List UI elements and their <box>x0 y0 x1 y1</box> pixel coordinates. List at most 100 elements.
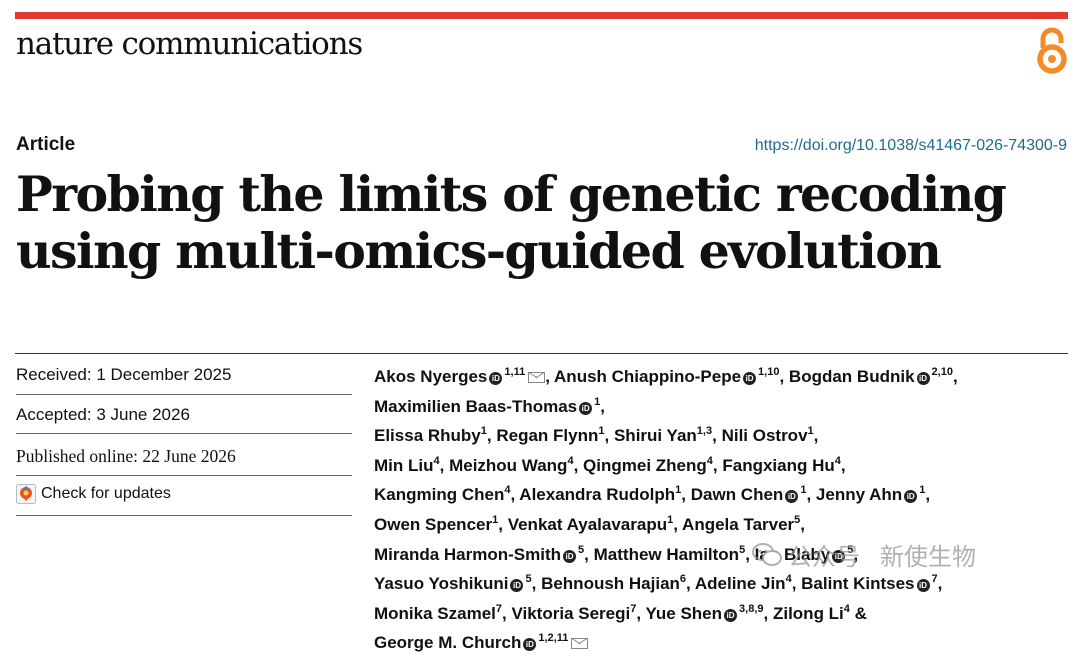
author-item[interactable]: Angela Tarver5 <box>682 513 801 534</box>
author-name: Maximilien Baas-Thomas <box>374 396 578 416</box>
author-item[interactable]: Meizhou Wang4 <box>449 455 573 475</box>
author-item[interactable]: Jenny Ahn iD1 <box>815 484 925 505</box>
author-item[interactable]: Yue Shen iD3,8,9 <box>645 603 764 623</box>
author-item[interactable]: Alexandra Rudolph1 <box>519 484 682 504</box>
divider <box>16 433 352 434</box>
orcid-icon[interactable]: iD <box>743 372 757 385</box>
doi-link[interactable]: https://doi.org/10.1038/s41467-026-74300… <box>754 137 1067 154</box>
affiliation-number: 4 <box>504 484 511 497</box>
affiliation-number: 1 <box>594 395 601 408</box>
author-name: Yasuo Yoshikuni <box>374 574 509 594</box>
author-name: Balint Kintses <box>801 574 915 594</box>
author-list: Akos Nyerges iD1,11, Anush Chiappino-Pepe… <box>374 366 958 653</box>
author-conjunction: & <box>849 603 867 623</box>
author-item[interactable]: Adeline Jin4 <box>695 573 792 593</box>
author-item[interactable]: Monika Szamel7 <box>374 603 502 623</box>
affiliation-number: 5 <box>847 543 854 556</box>
affiliation-number: 4 <box>785 573 792 586</box>
check-for-updates-button[interactable]: Check for updates <box>16 484 171 504</box>
author-item[interactable]: Nili Ostrov1 <box>721 425 814 446</box>
divider <box>16 394 352 395</box>
affiliation-number: 1 <box>598 425 605 438</box>
author-item[interactable]: Yasuo Yoshikuni iD5 <box>374 573 532 594</box>
orcid-icon[interactable]: iD <box>523 638 537 652</box>
author-item[interactable]: Kangming Chen4 <box>374 484 511 505</box>
orcid-icon[interactable]: iD <box>579 401 593 415</box>
author-name: Elissa Rhuby <box>374 426 481 446</box>
divider <box>16 515 352 516</box>
author-name: Regan Flynn <box>496 426 599 446</box>
affiliation-number: 4 <box>433 454 440 467</box>
author-item[interactable]: Bogdan Budnik iD2,10 <box>788 366 953 386</box>
author-name: Monika Szamel <box>374 603 496 623</box>
author-item[interactable]: Balint Kintses iD7 <box>801 573 937 594</box>
author-item[interactable]: Viktoria Seregi7 <box>511 603 636 623</box>
author-name: Nili Ostrov <box>721 426 808 446</box>
author-name: Jenny Ahn <box>815 485 903 505</box>
author-item[interactable]: Dawn Chen iD1 <box>690 484 807 505</box>
affiliation-number: 4 <box>834 454 841 467</box>
affiliation-number: 1 <box>675 484 682 497</box>
check-updates-label: Check for updates <box>41 485 171 502</box>
author-item[interactable]: Zilong Li4 & <box>772 603 867 623</box>
affiliation-number: 5 <box>578 543 585 556</box>
author-name: Meizhou Wang <box>449 455 568 475</box>
author-name: Anush Chiappino-Pepe <box>554 367 742 386</box>
orcid-icon[interactable]: iD <box>510 579 524 593</box>
affiliation-number: 6 <box>679 573 687 586</box>
author-item[interactable]: Fangxiang Hu4 <box>722 454 841 475</box>
received-date: Received: 1 December 2025 <box>16 365 232 384</box>
author-item[interactable]: Anush Chiappino-Pepe iD1,10 <box>554 366 780 386</box>
affiliation-number: 5 <box>794 513 801 526</box>
author-name: Yue Shen <box>645 603 723 623</box>
author-item[interactable]: Miranda Harmon-Smith iD5 <box>374 543 585 564</box>
orcid-icon[interactable]: iD <box>916 579 930 593</box>
author-name: Owen Spencer <box>374 514 493 534</box>
author-item[interactable]: George M. Church iD1,2,11 <box>374 632 589 652</box>
affiliation-number: 1 <box>492 513 499 526</box>
author-name: Zilong Li <box>772 603 844 623</box>
orcid-icon[interactable]: iD <box>904 490 918 504</box>
author-name: Kangming Chen <box>374 485 505 505</box>
affiliation-number: 1,10 <box>758 366 780 378</box>
author-item[interactable]: Qingmei Zheng4 <box>583 455 713 475</box>
affiliation-number: 1 <box>807 425 814 438</box>
author-item[interactable]: Shirui Yan1,3 <box>614 425 713 445</box>
email-icon[interactable] <box>528 372 546 383</box>
orcid-icon[interactable]: iD <box>916 372 930 385</box>
orcid-icon[interactable]: iD <box>563 549 577 563</box>
author-item[interactable]: Behnoush Hajian6 <box>541 573 687 593</box>
author-name: Dawn Chen <box>690 485 784 505</box>
author-name: Fangxiang Hu <box>722 455 835 475</box>
header-divider <box>15 353 1068 354</box>
author-name: Bogdan Budnik <box>788 367 915 386</box>
orcid-icon[interactable]: iD <box>489 372 503 385</box>
author-name: Angela Tarver <box>682 514 795 534</box>
author-item[interactable]: Regan Flynn1 <box>496 425 605 446</box>
affiliation-number: 1 <box>800 484 807 497</box>
author-item[interactable]: Elissa Rhuby1 <box>374 425 487 446</box>
orcid-icon[interactable]: iD <box>785 490 799 504</box>
orcid-icon[interactable]: iD <box>724 608 738 622</box>
author-item[interactable]: Min Liu4 <box>374 454 440 475</box>
author-item[interactable]: Akos Nyerges iD1,11 <box>374 366 546 386</box>
author-name: Qingmei Zheng <box>583 455 707 475</box>
affiliation-number: 1 <box>667 513 674 526</box>
watermark-source: 公众号 <box>788 543 860 571</box>
wechat-watermark: 公众号 新使生物 <box>752 537 976 572</box>
affiliation-number: 2,10 <box>931 366 953 378</box>
author-item[interactable]: Maximilien Baas-Thomas iD1 <box>374 395 601 416</box>
wechat-logo-icon <box>752 542 782 566</box>
affiliation-number: 1,3 <box>696 425 713 438</box>
email-icon[interactable] <box>571 638 589 650</box>
author-item[interactable]: Owen Spencer1 <box>374 513 499 534</box>
author-item[interactable]: Matthew Hamilton5 <box>594 544 746 564</box>
article-type: Article <box>16 134 76 155</box>
accepted-date: Accepted: 3 June 2026 <box>16 405 190 424</box>
affiliation-number: 1 <box>480 425 487 438</box>
author-name: Viktoria Seregi <box>511 603 631 623</box>
orcid-icon[interactable]: iD <box>832 549 846 563</box>
watermark-account: 新使生物 <box>880 543 976 571</box>
author-item[interactable]: Venkat Ayalavarapu1 <box>508 513 674 534</box>
journal-name[interactable]: nature communications <box>16 26 363 62</box>
